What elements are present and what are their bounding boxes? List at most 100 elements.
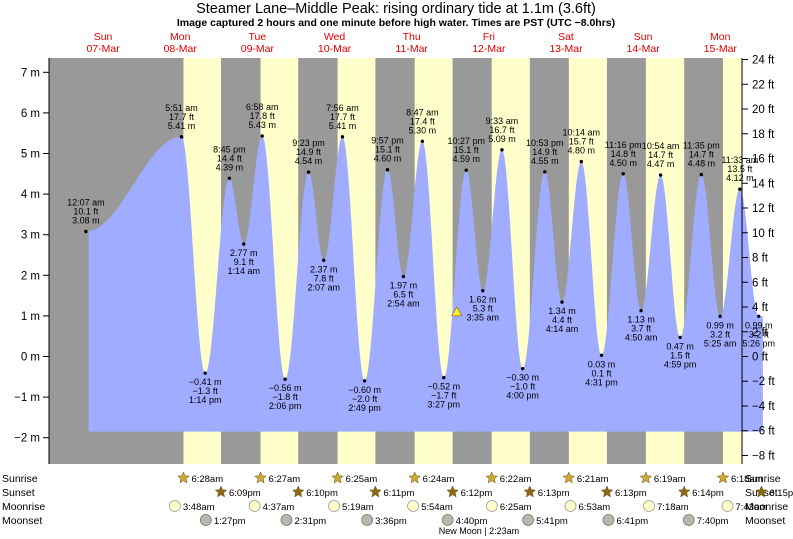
tide-time-label: 1:14 am <box>227 266 260 276</box>
day-name-label: Wed <box>324 31 346 43</box>
tide-time-label: 2:06 pm <box>269 401 302 411</box>
moonrise-row-label-left: Moonrise <box>2 501 45 513</box>
tide-point <box>464 168 468 172</box>
sunset-star-icon <box>291 485 305 498</box>
moonset-row-label-left: Moonset <box>2 515 42 527</box>
sunset-star-icon <box>523 485 537 498</box>
tide-feet-label: 7.8 ft <box>314 273 335 283</box>
moonset-time: 5:41pm <box>536 516 568 527</box>
day-date-label: 12-Mar <box>472 43 506 55</box>
moonrise-time: 7:18am <box>657 502 689 513</box>
day-date-label: 10-Mar <box>318 43 352 55</box>
tide-point <box>738 187 742 191</box>
day-name-label: Mon <box>170 31 191 43</box>
tide-time-label: 10:53 pm <box>526 138 564 148</box>
sunrise-time: 6:18am <box>731 474 763 485</box>
tide-point <box>658 173 663 177</box>
moonrise-time: 4:37am <box>263 502 295 513</box>
tide-time-label: 12:07 am <box>67 197 105 207</box>
tide-point <box>599 353 604 357</box>
day-date-label: 09-Mar <box>241 43 275 55</box>
tide-feet-label: −2.0 ft <box>352 394 378 404</box>
left-axis-tick-label: 6 m <box>21 108 40 120</box>
tide-metre-label: 4.50 m <box>609 158 637 168</box>
right-axis-tick-label: 14 ft <box>752 178 775 190</box>
moonrise-time: 7:43am <box>736 502 768 513</box>
tide-point <box>260 134 264 138</box>
left-axis-tick-label: −1 m <box>14 392 40 404</box>
tide-time-label: 4:59 pm <box>664 359 697 369</box>
sunrise-star-icon <box>485 471 499 484</box>
moonset-icon <box>361 514 373 526</box>
right-axis-tick-label: 4 ft <box>752 302 769 314</box>
right-axis-tick-label: 20 ft <box>752 104 775 116</box>
sunset-star-icon <box>214 485 228 498</box>
moonset-icon <box>441 514 454 526</box>
tide-time-label: 3:35 am <box>467 313 500 323</box>
moonrise-icon <box>248 500 261 512</box>
tide-water-area <box>88 136 763 432</box>
sunrise-star-icon <box>331 471 344 484</box>
tide-feet-label: 14.9 ft <box>296 147 322 157</box>
tide-feet-label: 13.5 ft <box>727 164 753 174</box>
right-axis-tick-label: −8 ft <box>752 450 776 462</box>
tide-point <box>442 375 446 380</box>
tide-metre-label: 4.54 m <box>295 156 323 166</box>
right-axis-tick-label: 18 ft <box>752 129 775 141</box>
tide-point <box>227 176 232 180</box>
sunrise-time: 6:19am <box>654 474 686 485</box>
tide-time-label: 10:14 am <box>563 128 601 138</box>
moonset-time: 3:36pm <box>375 516 407 527</box>
tide-feet-label: 5.3 ft <box>473 304 494 314</box>
moonset-icon <box>280 514 293 526</box>
tide-point <box>699 172 704 177</box>
moonset-time: 6:41pm <box>616 516 648 527</box>
tide-metre-label: 0.99 m <box>706 320 734 330</box>
left-axis-tick-label: 2 m <box>21 270 40 282</box>
tide-point <box>500 148 504 152</box>
tide-metre-label: 4.60 m <box>374 154 402 164</box>
tide-metre-label: 4.55 m <box>531 156 559 166</box>
left-axis-tick-label: 1 m <box>21 311 40 323</box>
day-name-label: Tue <box>249 31 267 43</box>
sunrise-star-icon <box>639 471 653 484</box>
day-name-label: Sat <box>558 31 574 43</box>
tide-time-label: 2:49 pm <box>348 403 381 413</box>
tide-point <box>362 379 367 383</box>
tide-time-label: 4:50 am <box>625 333 658 343</box>
tide-metre-label: 5.30 m <box>409 125 437 135</box>
tide-point <box>481 289 485 293</box>
tide-metre-label: −0.30 m <box>506 373 539 383</box>
tide-feet-label: 17.8 ft <box>250 111 276 121</box>
tide-feet-label: 14.9 ft <box>532 147 558 157</box>
right-axis-tick-label: 22 ft <box>752 79 775 91</box>
tide-time-label: 11:33 am <box>721 155 758 165</box>
right-axis-tick-label: 2 ft <box>752 327 769 339</box>
tide-feet-label: 4.4 ft <box>552 315 573 325</box>
tide-metre-label: 4.80 m <box>568 146 596 156</box>
tide-feet-label: 15.7 ft <box>569 137 595 147</box>
tide-time-label: 9:57 pm <box>371 136 404 146</box>
tide-point <box>401 274 406 279</box>
tide-time-label: 5:26 pm <box>742 338 775 348</box>
tide-feet-label: 14.7 ft <box>689 150 715 160</box>
moonrise-icon <box>721 500 734 512</box>
right-axis-tick-label: 0 ft <box>752 352 769 364</box>
tide-metre-label: −0.56 m <box>269 383 302 393</box>
day-date-label: 07-Mar <box>86 43 120 55</box>
tide-time-label: 11:35 pm <box>683 141 720 151</box>
tide-metre-label: 3.08 m <box>72 215 100 225</box>
right-axis-tick-label: 16 ft <box>752 154 775 166</box>
tide-feet-label: 3.2 ft <box>710 329 731 339</box>
moonrise-time: 6:53am <box>579 502 611 513</box>
tide-time-label: 4:00 pm <box>506 391 539 401</box>
sunrise-star-icon <box>716 471 730 484</box>
left-axis-tick-label: 4 m <box>21 189 40 201</box>
tide-time-label: 9:23 pm <box>292 138 325 148</box>
tide-time-label: 4:31 pm <box>585 377 618 387</box>
moonrise-row-label-right: Moonrise <box>745 501 788 513</box>
tide-time-label: 1:14 pm <box>189 395 222 405</box>
tide-point <box>322 258 326 262</box>
sunset-time: 6:09pm <box>229 488 261 499</box>
